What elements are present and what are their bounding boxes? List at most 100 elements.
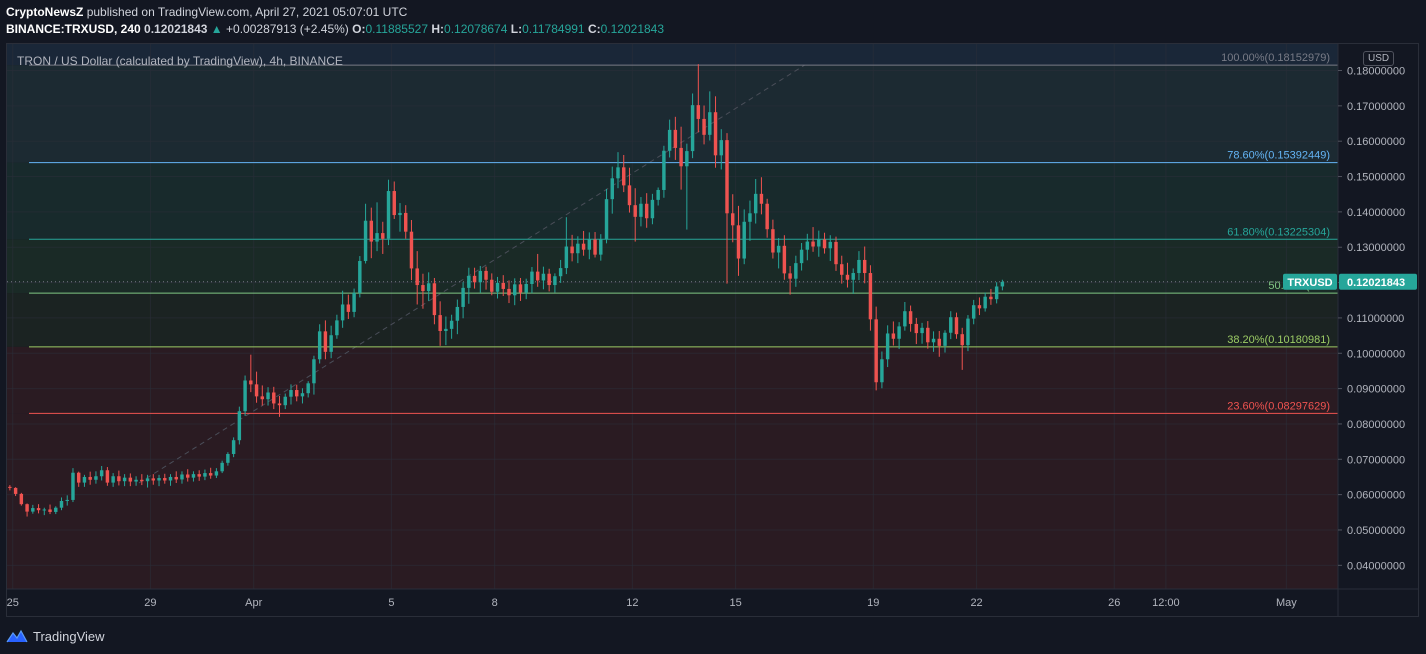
candle-body xyxy=(817,239,821,247)
candle-body xyxy=(759,193,764,204)
candle-body xyxy=(805,241,810,250)
candle-body xyxy=(461,287,465,307)
candle-body xyxy=(558,268,563,277)
change-arrow-icon: ▲ xyxy=(210,22,223,36)
candle-body xyxy=(627,185,632,206)
candle-body xyxy=(335,320,339,336)
open-value: 0.11885527 xyxy=(365,22,428,36)
fib-zone xyxy=(7,293,1338,347)
candle-body xyxy=(943,332,947,346)
candle-body xyxy=(949,317,953,333)
candle-body xyxy=(639,203,643,217)
candle-body xyxy=(214,471,219,476)
candle-body xyxy=(65,499,69,501)
candle-body xyxy=(168,476,173,481)
y-tick-label: 0.05000000 xyxy=(1347,525,1405,537)
last-price: 0.12021843 xyxy=(144,22,208,36)
candle-body xyxy=(346,304,351,312)
fib-level-label: 61.80%(0.13225304) xyxy=(1227,226,1330,238)
candle-body xyxy=(828,241,832,249)
candle-body xyxy=(82,476,87,483)
candle-body xyxy=(1000,281,1005,287)
candle-body xyxy=(48,509,52,512)
candle-body xyxy=(914,323,919,334)
y-tick-label: 0.08000000 xyxy=(1347,419,1405,431)
candle-body xyxy=(891,333,896,339)
candle-body xyxy=(679,147,683,167)
candle-body xyxy=(59,500,64,508)
candle-body xyxy=(295,390,299,397)
fib-zone xyxy=(7,346,1338,414)
candle-body xyxy=(329,335,333,352)
candle-body xyxy=(656,189,660,200)
candle-body xyxy=(231,440,236,454)
candle-body xyxy=(633,205,637,217)
candle-body xyxy=(903,311,907,327)
candle-body xyxy=(983,296,987,309)
candle-body xyxy=(472,275,477,283)
candle-body xyxy=(478,270,483,283)
candle-body xyxy=(920,327,924,334)
candle-body xyxy=(386,191,391,239)
y-tick-label: 0.07000000 xyxy=(1347,454,1405,466)
candle-body xyxy=(547,273,551,286)
candle-body xyxy=(541,273,546,281)
candle-body xyxy=(151,478,156,481)
candle-body xyxy=(42,509,47,511)
candle-body xyxy=(593,239,597,255)
candle-body xyxy=(381,233,385,239)
x-tick-label: 15 xyxy=(729,597,741,609)
candle-body xyxy=(289,390,293,397)
candle-body xyxy=(926,327,930,343)
candle-body xyxy=(36,508,41,511)
candle-body xyxy=(937,338,941,346)
candle-body xyxy=(157,478,161,481)
candle-body xyxy=(742,221,746,259)
candle-body xyxy=(105,470,110,483)
candle-body xyxy=(662,150,666,190)
candle-body xyxy=(622,167,626,186)
candle-body xyxy=(971,305,976,319)
candle-body xyxy=(834,241,838,265)
currency-badge[interactable]: USD xyxy=(1363,51,1395,66)
symbol-tag-label: TRXUSD xyxy=(1287,277,1332,289)
x-tick-label: 29 xyxy=(144,597,156,609)
candle-body xyxy=(13,487,18,494)
candle-body xyxy=(576,243,580,254)
candle-body xyxy=(581,243,586,250)
candle-body xyxy=(644,203,649,219)
candle-body xyxy=(501,282,505,289)
low-label: L: xyxy=(510,22,523,36)
y-tick-label: 0.17000000 xyxy=(1347,101,1405,113)
symbol-name: BINANCE:TRXUSD, 240 xyxy=(6,22,141,36)
candle-body xyxy=(610,178,614,200)
candle-body xyxy=(312,359,316,384)
candle-body xyxy=(438,315,442,331)
publish-text: published on TradingView.com, April 27, … xyxy=(86,5,408,19)
high-value: 0.12078674 xyxy=(444,22,508,36)
candle-body xyxy=(960,334,964,346)
candle-body xyxy=(409,231,414,269)
y-tick-label: 0.04000000 xyxy=(1347,560,1405,572)
candle-body xyxy=(237,411,242,441)
chart-panel[interactable]: 100.00%(0.18152979) 78.60%(0.15392449) 61.… xyxy=(6,43,1419,617)
candle-body xyxy=(570,246,574,254)
candle-body xyxy=(54,507,58,512)
candle-body xyxy=(140,479,144,482)
candle-body xyxy=(495,282,500,292)
high-label: H: xyxy=(431,22,445,36)
candle-body xyxy=(822,239,827,249)
candle-body xyxy=(358,261,362,293)
candle-body xyxy=(398,212,402,216)
candle-body xyxy=(243,380,247,412)
candle-body xyxy=(25,504,29,512)
tradingview-brand: TradingView xyxy=(33,628,105,644)
candle-body xyxy=(266,392,270,400)
fib-zone xyxy=(7,413,1338,589)
x-tick-label: 22 xyxy=(970,597,982,609)
candle-body xyxy=(128,477,133,482)
candle-body xyxy=(122,477,127,482)
candlestick-chart[interactable]: 100.00%(0.18152979) 78.60%(0.15392449) 61.… xyxy=(7,44,1419,617)
candle-body xyxy=(725,140,729,214)
fib-level-label: 100.00%(0.18152979) xyxy=(1221,52,1330,64)
